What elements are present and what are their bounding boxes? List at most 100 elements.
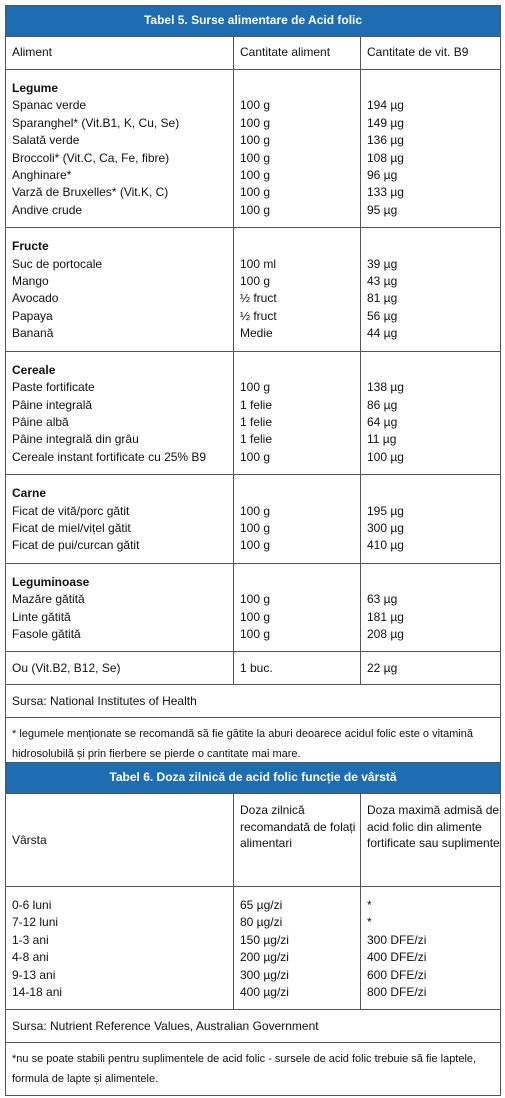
amount: 100 g — [240, 449, 271, 464]
amount: ½ fruct — [240, 291, 277, 306]
amount: 410 µg — [367, 538, 404, 553]
column-header: Aliment — [5, 36, 234, 70]
amount: 96 µg — [367, 168, 398, 183]
cell: Carne Ficat de vită/porc gătit Ficat de mi… — [5, 474, 234, 564]
cell: 0-6 luni 7-12 luni 1-3 ani 4-8 ani 9-13 ani 1… — [5, 885, 234, 1011]
group-name: Cereale — [12, 362, 56, 377]
group-name: Carne — [12, 486, 47, 501]
column-header: Doza maximă admisă de acid folic din ali… — [359, 793, 502, 887]
amount: 100 g — [240, 503, 271, 518]
food-name: Pâine integrală din grâu — [12, 432, 139, 447]
food-name: Broccoli* (Vit.C, Ca, Fe, fibre) — [12, 150, 170, 165]
cell-text: 150 µg/zi — [240, 932, 289, 947]
amount: 1 felie — [240, 397, 273, 412]
group-name: Legume — [12, 81, 59, 95]
amount: 194 µg — [367, 98, 404, 113]
cell-text: 4-8 ani — [12, 950, 49, 965]
group-row: Leguminoase Mazăre gătită Linte gătită Faso… — [5, 562, 502, 653]
cell: 100 g 100 g 100 g — [233, 474, 361, 564]
header-row: Vârsta Doza zilnică recomandată de folați… — [5, 793, 502, 887]
spacer — [367, 362, 500, 379]
food-name: Salată verde — [12, 133, 80, 148]
cell: 22 µg — [359, 651, 502, 686]
amount: 100 g — [240, 98, 271, 113]
source: Sursa: Nutrient Reference Values, Austra… — [4, 1009, 502, 1044]
food-name: Paste fortificate — [12, 380, 95, 395]
food-name: Ficat de miel/vițel gătit — [12, 520, 131, 535]
food-name: Spanac verde — [12, 98, 87, 113]
cell-text: 200 µg/zi — [240, 950, 289, 965]
amount: 100 g — [240, 185, 271, 200]
amount: 195 µg — [367, 503, 404, 518]
amount: 100 g — [240, 609, 271, 624]
food-name: Varză de Bruxelles* (Vit.K, C) — [12, 185, 169, 200]
amount: 181 µg — [367, 609, 404, 624]
cell: 195 µg 300 µg 410 µg — [359, 474, 502, 564]
group-row: Cereale Paste fortificate Pâine integrală P… — [5, 350, 502, 476]
amount: 64 µg — [367, 414, 398, 429]
group-row: Fructe Suc de portocale Mango Avocado Papaya… — [5, 227, 502, 352]
cell: 63 µg 181 µg 208 µg — [359, 562, 502, 653]
source-row: Sursa: National Institutes of Health — [4, 684, 502, 719]
amount: 100 µg — [367, 449, 404, 464]
amount: 100 g — [240, 150, 271, 165]
amount: 43 µg — [367, 274, 398, 289]
food-name: Fasole gătită — [12, 626, 81, 641]
spacer — [367, 238, 500, 255]
food-name: Mango — [12, 274, 49, 289]
cell: Cereale Paste fortificate Pâine integrală P… — [5, 350, 234, 476]
food-name: Anghinare* — [12, 168, 72, 183]
food-name: Cereale instant fortificate cu 25% B9 — [12, 449, 207, 464]
row: Ou (Vit.B2, B12, Se) 1 buc. 22 µg — [5, 651, 502, 686]
amount: 100 g — [240, 626, 271, 641]
cell: Ou (Vit.B2, B12, Se) — [5, 651, 234, 686]
data-rows: 0-6 luni 7-12 luni 1-3 ani 4-8 ani 9-13 ani 1… — [5, 885, 502, 1011]
source: Sursa: National Institutes of Health — [4, 684, 502, 719]
table-title: Tabel 5. Surse alimentare de Acid folic — [4, 5, 502, 37]
cell: Legume Spanac verde Sparanghel* (Vit.B1, K… — [5, 68, 234, 229]
column-header: Doza zilnică recomandată de folați alime… — [233, 793, 361, 887]
amount: 100 g — [240, 380, 271, 395]
food-name: Sparanghel* (Vit.B1, K, Cu, Se) — [12, 115, 180, 130]
cell: * * 300 DFE/zi 400 DFE/zi 600 DFE/zi 800 DFE/… — [359, 885, 502, 1011]
amount: 95 µg — [367, 202, 398, 217]
amount: 138 µg — [367, 380, 404, 395]
amount: 108 µg — [367, 150, 404, 165]
amount: ½ fruct — [240, 308, 277, 323]
food-name: Banană — [12, 326, 54, 341]
food-name: Andive crude — [12, 202, 83, 217]
amount: 100 g — [240, 592, 271, 607]
amount: 86 µg — [367, 397, 398, 412]
spacer — [240, 238, 360, 255]
amount: 100 g — [240, 520, 271, 535]
cell-text: 9-13 ani — [12, 967, 56, 982]
cell-text: * — [367, 915, 372, 930]
table-6: Tabel 6. Doza zilnică de acid folic func… — [4, 762, 502, 1097]
food-name: Ficat de pui/curcan gătit — [12, 538, 140, 553]
cell-text: 7-12 luni — [12, 915, 59, 930]
note-row: *nu se poate stabili pentru suplimentele… — [4, 1042, 502, 1097]
spacer — [367, 80, 500, 97]
column-header: Vârsta — [5, 793, 234, 887]
amount: 100 ml — [240, 256, 277, 271]
amount: 300 µg — [367, 520, 404, 535]
food-name: Papaya — [12, 308, 53, 323]
cell-text: 65 µg/zi — [240, 898, 283, 912]
title-row: Tabel 5. Surse alimentare de Acid folic — [4, 5, 502, 37]
cell: 194 µg 149 µg 136 µg 108 µg 96 µg 133 µg 95 µg — [359, 68, 502, 229]
amount: 1 felie — [240, 432, 273, 447]
cell: 65 µg/zi 80 µg/zi 150 µg/zi 200 µg/zi 300 µg… — [233, 885, 361, 1011]
food-name: Suc de portocale — [12, 256, 103, 271]
cell: 100 g 100 g 100 g — [233, 562, 361, 653]
cell: Fructe Suc de portocale Mango Avocado Papaya… — [5, 227, 234, 352]
cell-text: 14-18 ani — [12, 985, 63, 1000]
cell-text: 600 DFE/zi — [367, 967, 427, 982]
cell-text: 400 DFE/zi — [367, 950, 427, 965]
spacer — [240, 362, 360, 379]
food-name: Linte gătită — [12, 609, 71, 624]
cell-text: 80 µg/zi — [240, 915, 283, 930]
amount: 100 g — [240, 115, 271, 130]
cell: 100 ml 100 g ½ fruct ½ fruct Medie — [233, 227, 361, 352]
column-header: Cantitate de vit. B9 — [359, 36, 502, 70]
